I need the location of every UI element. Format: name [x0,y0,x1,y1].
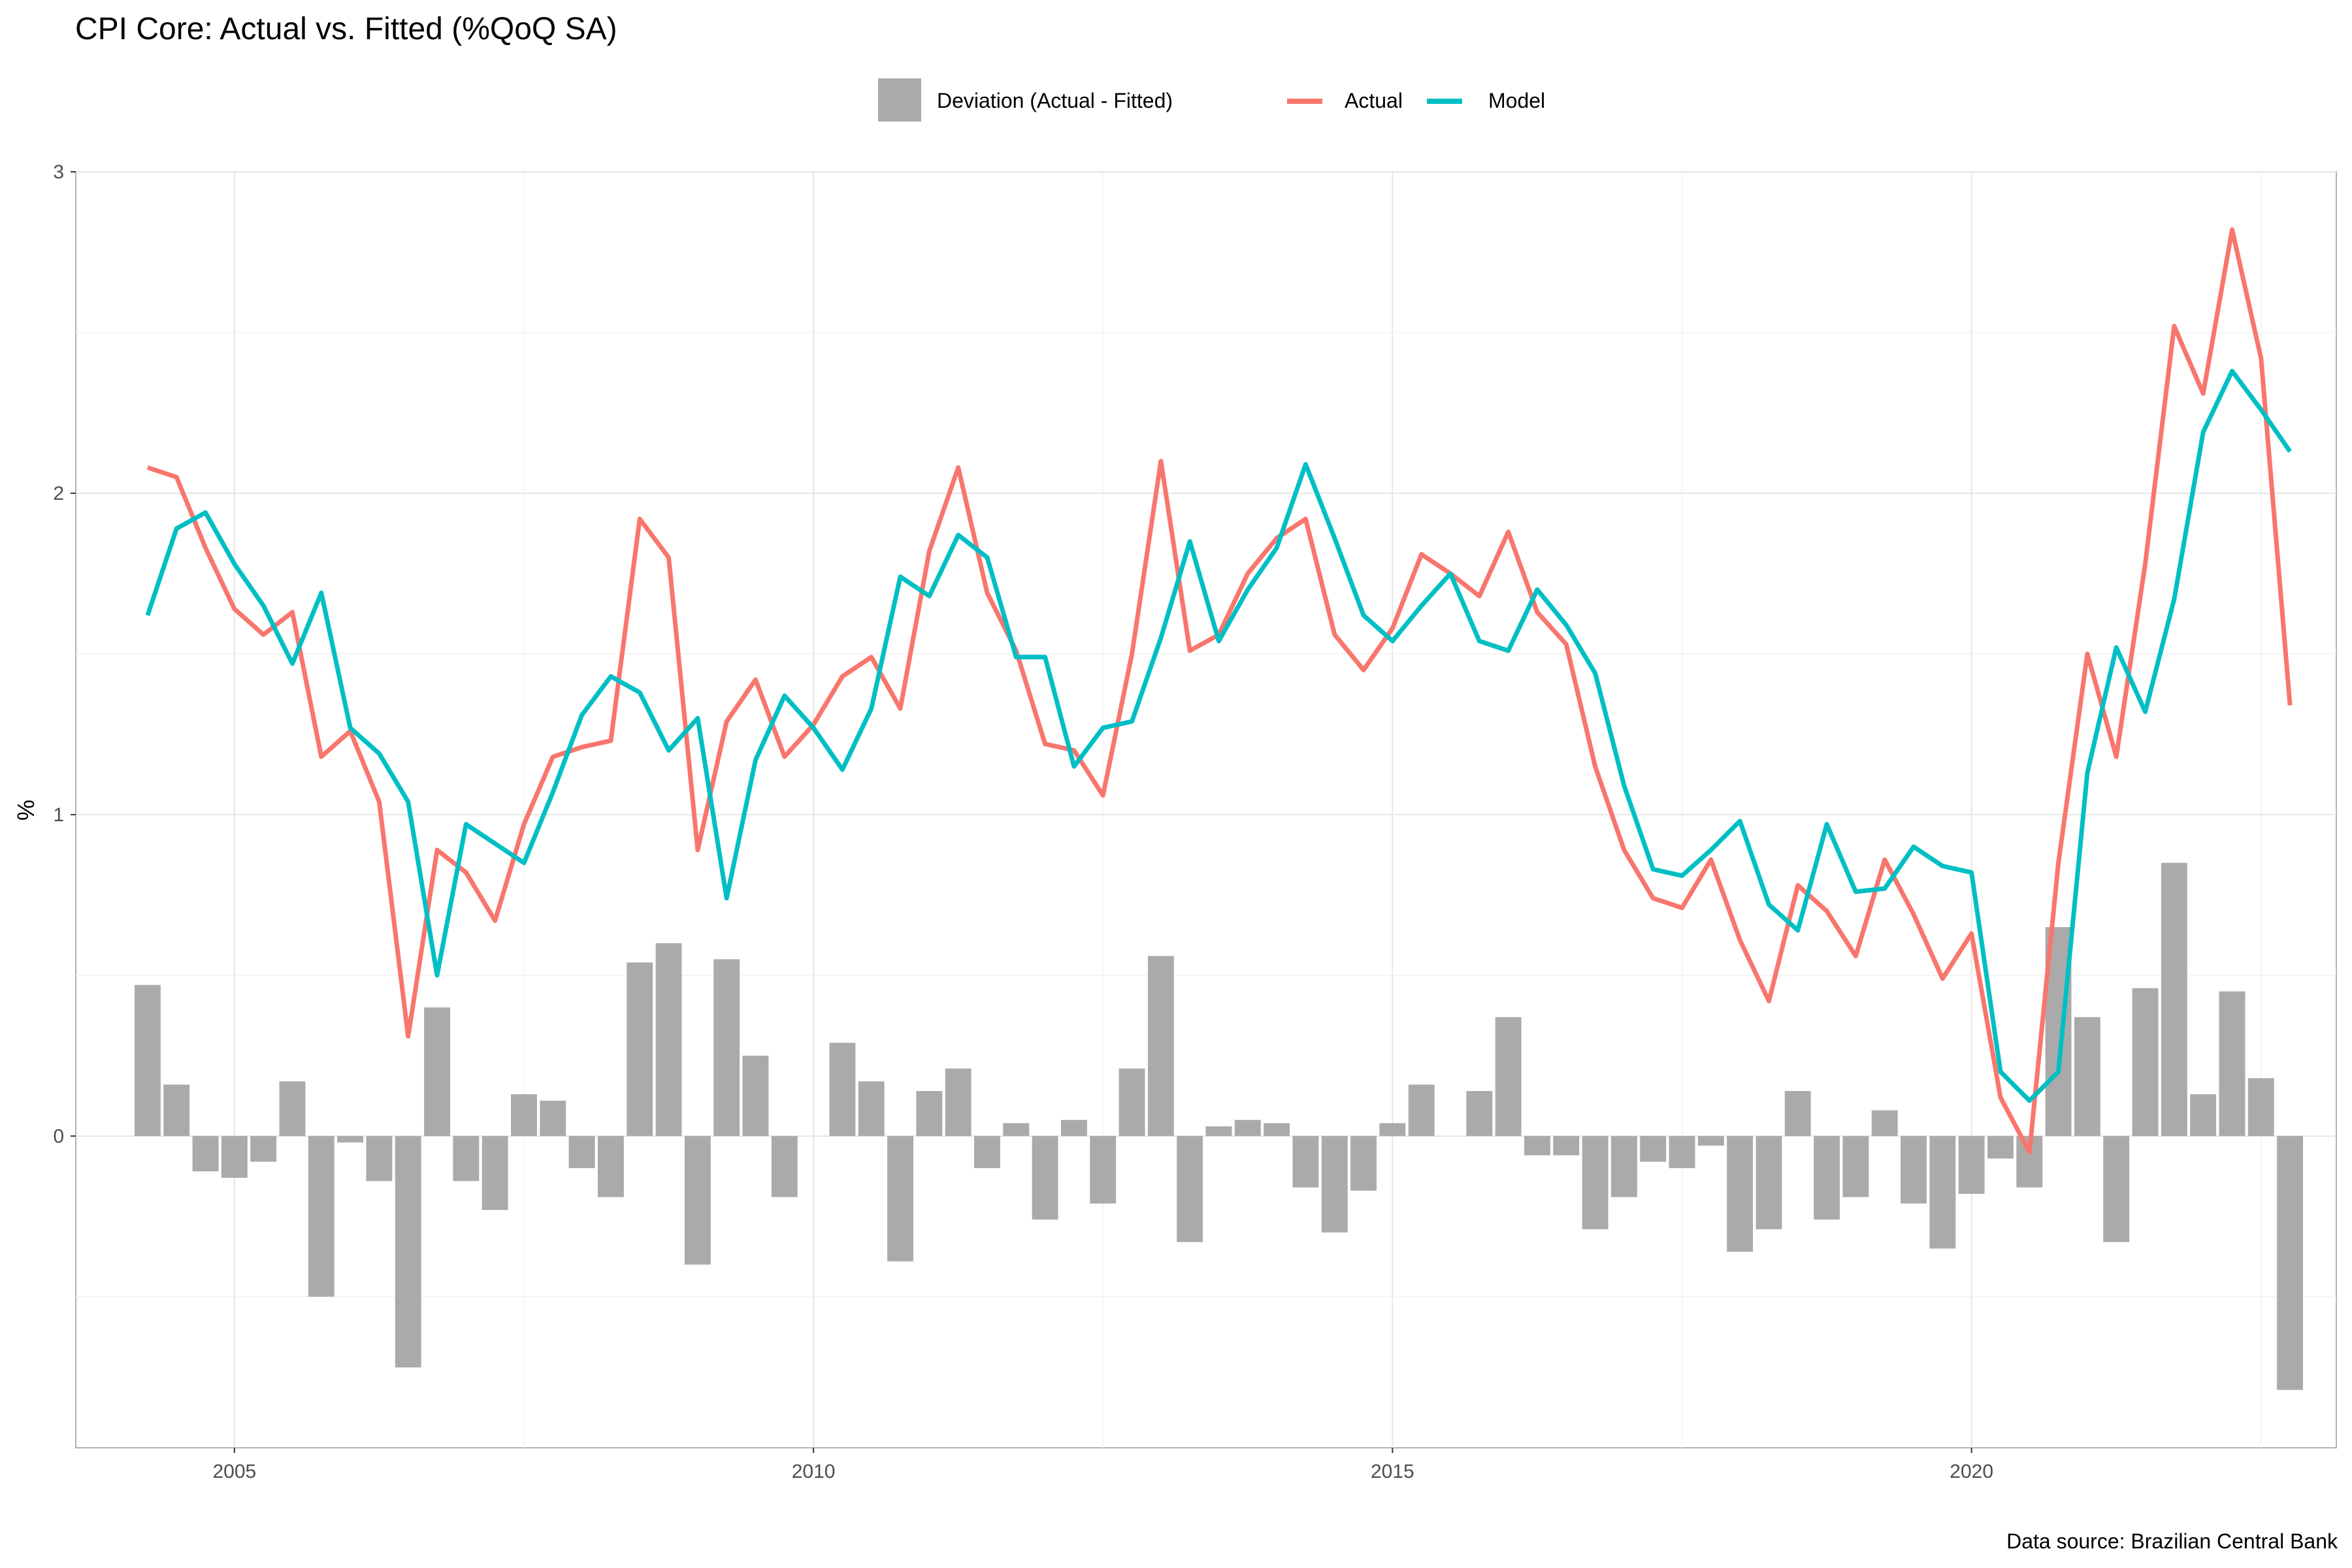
deviation-bar [597,1135,624,1198]
deviation-bar [829,1043,856,1136]
legend-label-model: Model [1488,89,1545,112]
deviation-bar [2190,1094,2217,1136]
model-line [145,368,2292,1103]
deviation-bar [221,1135,248,1178]
deviation-bar [1495,1017,1522,1136]
deviation-bar [945,1068,972,1136]
deviation-bar [1321,1135,1348,1233]
deviation-bar [424,1007,450,1136]
x-tick-label: 2015 [1371,1461,1414,1482]
deviation-bar [1177,1135,1203,1243]
y-axis-ticks: 0 1 2 3 [53,161,76,1147]
legend-swatch-deviation [878,78,921,122]
deviation-bar [1119,1068,1145,1136]
deviation-bar [887,1135,913,1262]
y-tick-label: 2 [53,483,64,504]
deviation-bar [395,1135,421,1368]
x-axis-ticks: 2005 2010 2015 2020 [212,1448,1993,1482]
deviation-bar [858,1081,885,1136]
deviation-bar [742,1055,769,1136]
deviation-bar [1350,1135,1377,1191]
plot-panel [75,171,2337,1448]
deviation-bar [1582,1135,1609,1230]
deviation-bar [1814,1135,1840,1220]
deviation-bar [1553,1135,1580,1156]
deviation-bar [2103,1135,2130,1243]
legend-label-deviation: Deviation (Actual - Fitted) [937,89,1173,112]
x-tick-label: 2005 [212,1461,256,1482]
deviation-bar [1090,1135,1117,1204]
deviation-bar [1264,1123,1290,1136]
deviation-bar [1234,1120,1261,1136]
chart-caption: Data source: Brazilian Central Bank [2006,1529,2338,1553]
x-tick-label: 2010 [792,1461,836,1482]
deviation-bar [1060,1120,1087,1136]
deviation-bar [1408,1085,1435,1136]
deviation-bar [2247,1078,2274,1136]
deviation-bar [771,1135,798,1198]
deviation-bar [163,1085,190,1136]
series-lines [145,227,2293,1154]
deviation-bar [1784,1090,1811,1136]
deviation-bar [1756,1135,1782,1230]
deviation-bar [2132,988,2159,1136]
deviation-bar [1871,1110,1898,1136]
legend: Deviation (Actual - Fitted) Actual Model [878,78,1545,122]
y-axis-title: % [12,800,39,821]
deviation-bar [279,1081,306,1136]
deviation-bar [1987,1135,2014,1159]
deviation-bar [916,1090,943,1136]
deviation-bar [2074,1017,2100,1136]
deviation-bar [453,1135,480,1181]
deviation-bar [1524,1135,1550,1156]
x-tick-label: 2020 [1950,1461,1993,1482]
deviation-bar [482,1135,508,1210]
deviation-bar [134,985,161,1136]
deviation-bar [1292,1135,1319,1188]
deviation-bar [192,1135,219,1171]
deviation-bar [250,1135,277,1162]
deviation-bar [713,959,740,1136]
deviation-bar [2161,862,2187,1136]
deviation-bar [1958,1135,1985,1194]
deviation-bar [568,1135,595,1169]
deviation-bar [308,1135,335,1297]
deviation-bar [2277,1135,2304,1390]
deviation-bar [1727,1135,1754,1252]
deviation-bar [337,1135,364,1143]
deviation-bar [366,1135,393,1181]
deviation-bar [1901,1135,1927,1204]
chart-title: CPI Core: Actual vs. Fitted (%QoQ SA) [75,12,617,46]
deviation-bar [1640,1135,1667,1162]
deviation-bar [511,1094,537,1136]
legend-label-actual: Actual [1345,89,1403,112]
deviation-bar [540,1100,566,1136]
deviation-bar [1205,1126,1232,1136]
deviation-bar [627,962,653,1136]
deviation-bar [1610,1135,1637,1198]
deviation-bar [974,1135,1000,1169]
deviation-bar [655,943,682,1136]
deviation-bar [1669,1135,1695,1169]
deviation-bar [1466,1090,1493,1136]
deviation-bar [1003,1123,1030,1136]
deviation-bar [1842,1135,1869,1198]
y-tick-label: 1 [53,804,64,826]
deviation-bar [684,1135,711,1265]
deviation-bar [1032,1135,1058,1220]
deviation-bar [1929,1135,1956,1249]
deviation-bar [1147,956,1174,1136]
y-tick-label: 0 [53,1126,64,1147]
y-tick-label: 3 [53,161,64,183]
deviation-bar [2219,991,2246,1136]
deviation-bars [134,862,2304,1390]
deviation-bar [1697,1135,1724,1146]
deviation-bar [1379,1123,1406,1136]
